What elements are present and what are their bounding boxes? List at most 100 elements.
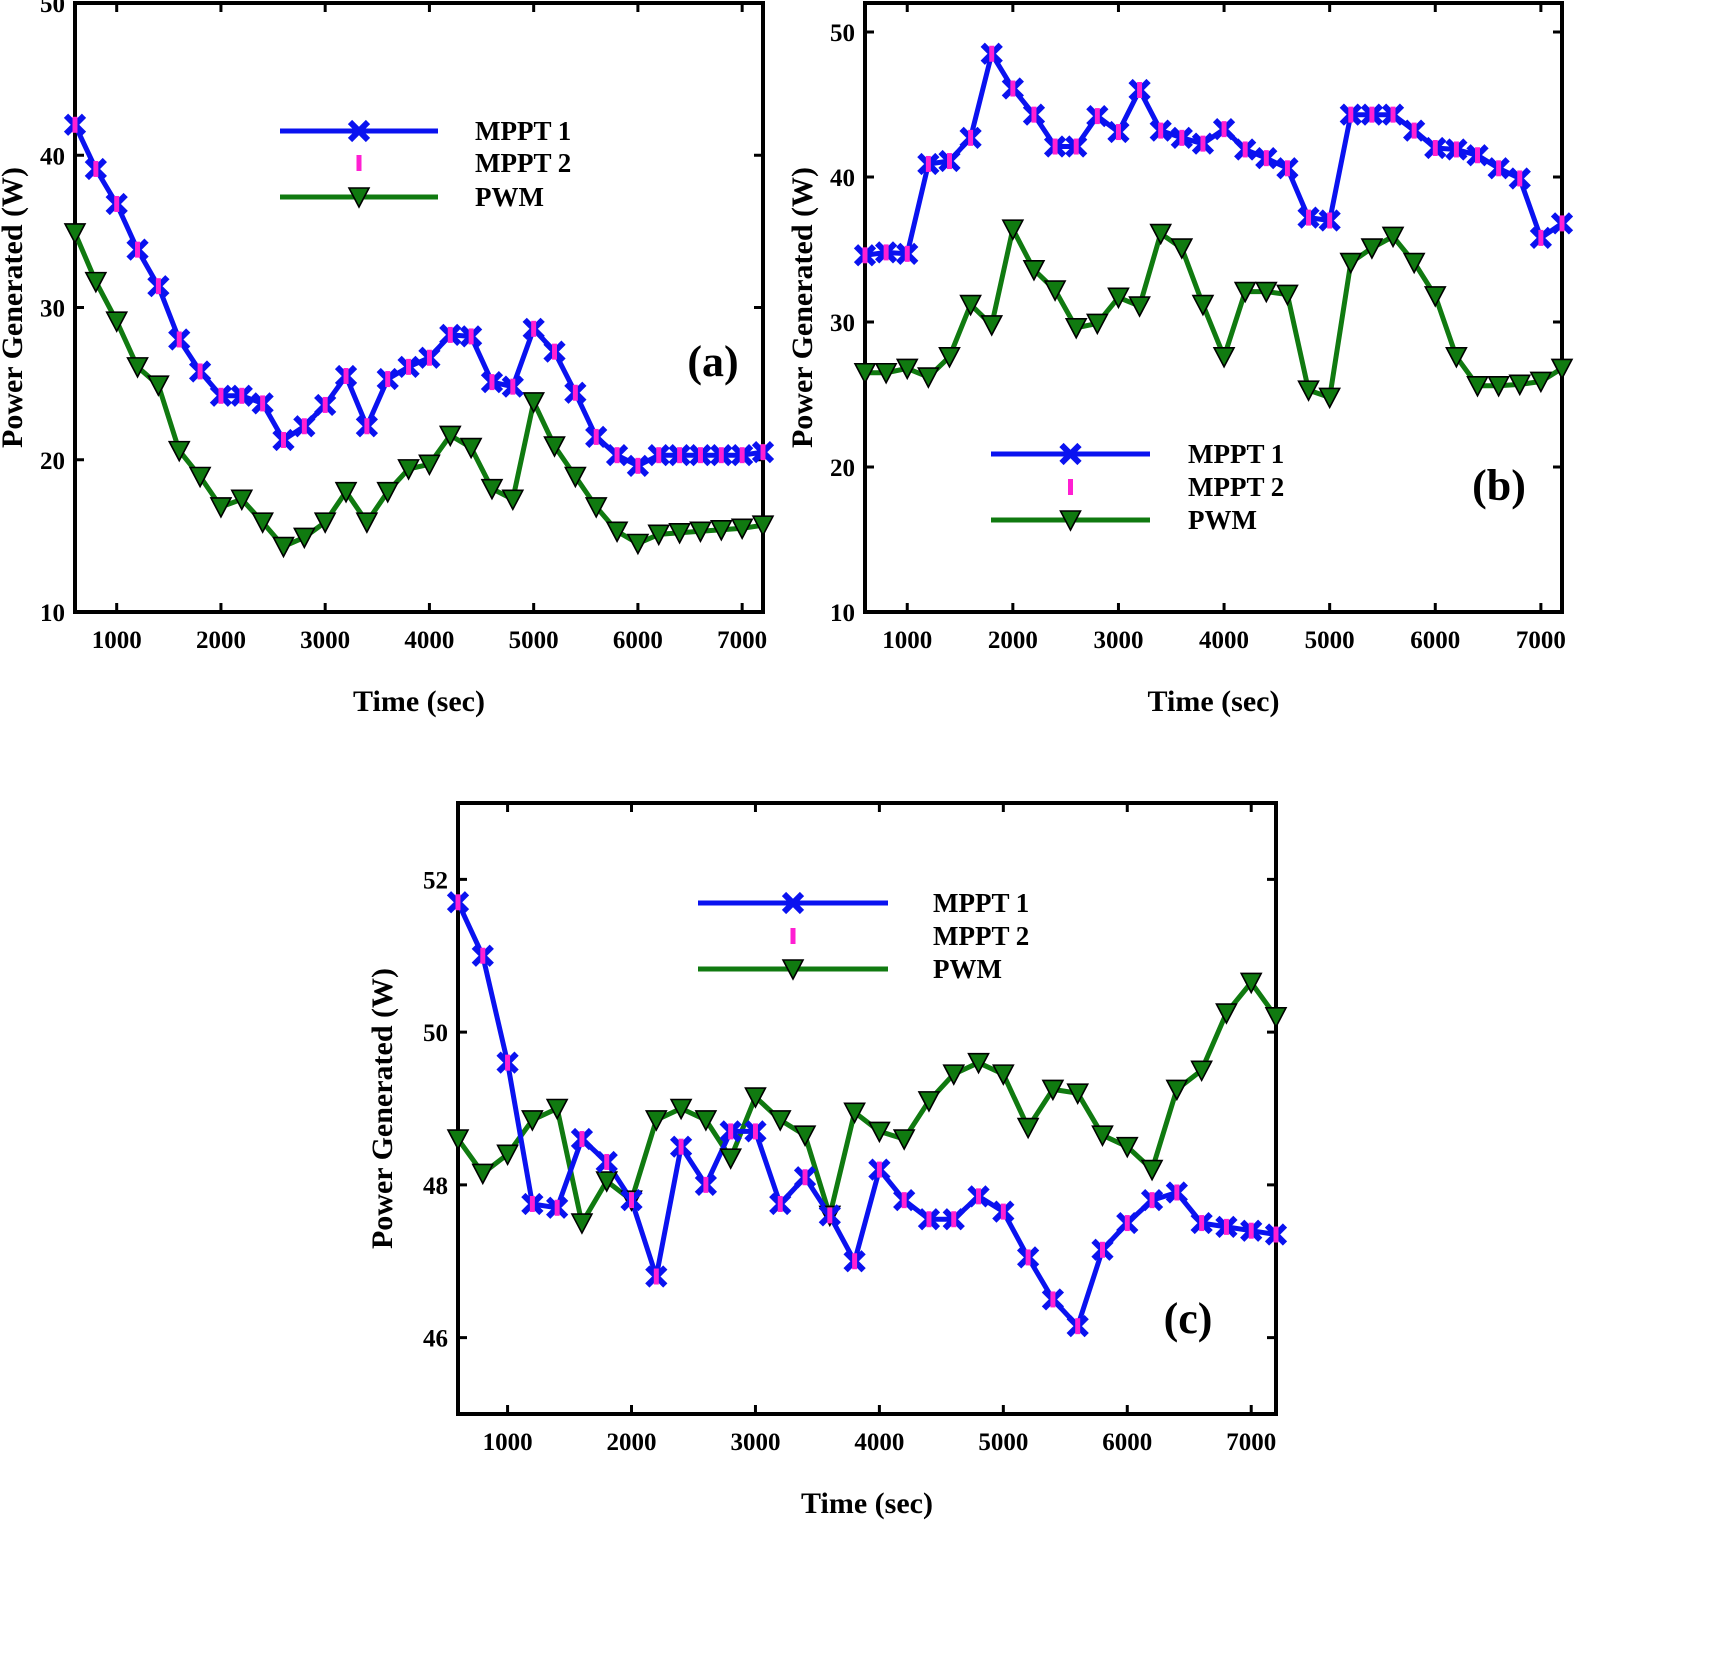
legend-marker-pwm: [781, 959, 805, 981]
pwm-point: [355, 512, 379, 534]
pwm-point: [1016, 1117, 1040, 1140]
legend-label: PWM: [1188, 505, 1257, 535]
pwm-point: [793, 1125, 817, 1147]
pwm-point: [895, 358, 919, 381]
legend-marker-mppt1: [1059, 442, 1082, 466]
pwm-point: [1091, 1125, 1114, 1147]
x-tick-label: 5000: [509, 627, 559, 654]
pwm-point: [334, 481, 358, 504]
x-axis-label: Time (sec): [353, 685, 485, 718]
pwm-point: [992, 1064, 1015, 1086]
pwm-point: [1149, 223, 1173, 246]
y-tick-label: 30: [40, 296, 65, 323]
legend-label: MPPT 2: [475, 148, 571, 178]
x-axis-label: Time (sec): [1148, 685, 1280, 718]
y-tick-label: 50: [830, 20, 855, 47]
series-line-pwm: [455, 980, 1279, 1226]
pwm-point: [1466, 376, 1489, 398]
chart-panel-c: 1000 2000 3000 4000 5000 6000 7000 46 48 50 52 Time…: [366, 801, 1288, 1520]
pwm-point: [1360, 238, 1384, 260]
pwm-point: [272, 536, 295, 559]
pwm-point: [84, 271, 108, 294]
pwm-point: [471, 1163, 495, 1186]
pwm-point: [605, 521, 629, 544]
legend-marker-mppt1: [781, 891, 805, 915]
series-line-pwm: [72, 231, 764, 549]
pwm-point: [188, 466, 212, 489]
panel-label: (a): [687, 337, 738, 386]
pwm-point: [376, 481, 400, 504]
pwm-point: [501, 489, 525, 512]
y-tick-label: 50: [40, 0, 65, 18]
pwm-point: [1381, 226, 1405, 249]
legend-marker-pwm: [1059, 510, 1082, 532]
pwm-point: [980, 315, 1004, 337]
pwm-point: [892, 1129, 916, 1151]
pwm-point: [874, 362, 898, 385]
pwm-point: [1487, 376, 1510, 398]
pwm-point: [730, 518, 754, 540]
series-line-mppt1: [455, 901, 1277, 1329]
x-tick-label: 6000: [613, 627, 663, 654]
pwm-point: [938, 347, 961, 369]
pwm-point: [626, 533, 650, 556]
pwm-point: [917, 1091, 941, 1113]
legend-label: MPPT 1: [1188, 439, 1284, 469]
pwm-point: [63, 223, 87, 245]
pwm-point: [1170, 238, 1194, 260]
pwm-point: [868, 1121, 891, 1144]
y-tick-label: 40: [40, 143, 65, 170]
y-tick-label: 10: [40, 600, 65, 627]
legend-label: MPPT 2: [933, 921, 1029, 951]
plot-frame: [863, 1, 1564, 614]
pwm-point: [230, 489, 254, 512]
y-tick-label: 50: [423, 1020, 448, 1047]
pwm-point: [1297, 380, 1320, 402]
pwm-point: [647, 524, 671, 547]
pwm-point: [480, 478, 504, 501]
pwm-point: [251, 512, 274, 534]
pwm-point: [1190, 1060, 1213, 1083]
chart-panel-b: 1000 2000 3000 4000 5000 6000 7000 10 20 30 40 50 Ti…: [786, 1, 1574, 718]
x-tick-label: 1000: [92, 627, 142, 654]
pwm-point: [843, 1102, 866, 1125]
series-line-mppt1: [72, 123, 764, 469]
pwm-point: [1128, 296, 1151, 318]
pwm-point: [1086, 313, 1109, 336]
legend-label: MPPT 1: [933, 888, 1029, 918]
x-axis-label: Time (sec): [801, 1487, 933, 1520]
pwm-point: [1022, 260, 1046, 282]
x-tick-label: 5000: [1305, 627, 1355, 654]
pwm-point: [1215, 1003, 1238, 1025]
pwm-point: [1508, 374, 1532, 397]
x-tick-label: 1000: [882, 627, 932, 654]
pwm-point: [1254, 281, 1278, 304]
pwm-point: [689, 521, 712, 544]
y-tick-label: 52: [423, 867, 448, 894]
pwm-point: [1233, 281, 1257, 304]
pwm-point: [751, 515, 775, 537]
x-tick-label: 7000: [717, 627, 767, 654]
pwm-point: [418, 454, 441, 477]
pwm-point: [1066, 1083, 1090, 1105]
y-tick-label: 40: [830, 165, 855, 192]
pwm-point: [1043, 280, 1067, 302]
y-tick-label: 20: [40, 448, 65, 475]
pwm-point: [1423, 286, 1447, 308]
y-axis-label: Power Generated (W): [786, 167, 819, 448]
pwm-point: [1191, 294, 1215, 317]
pwm-point: [1115, 1136, 1139, 1159]
panel-label: (b): [1472, 461, 1526, 510]
y-tick-label: 48: [423, 1173, 448, 1200]
pwm-point: [545, 1098, 569, 1121]
legend-marker-mppt1: [347, 119, 371, 143]
pwm-point: [719, 1148, 742, 1170]
x-tick-label: 7000: [1516, 627, 1566, 654]
pwm-point: [1529, 371, 1553, 394]
x-tick-label: 3000: [1093, 627, 1143, 654]
pwm-point: [446, 1129, 470, 1151]
